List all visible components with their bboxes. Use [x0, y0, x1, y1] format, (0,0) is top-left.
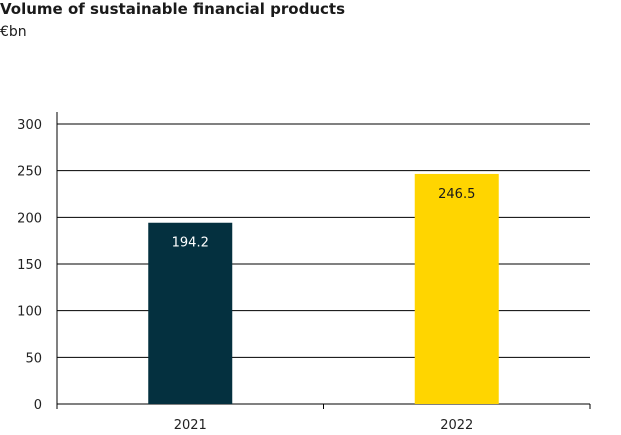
- y-tick-label: 100: [17, 305, 42, 320]
- y-tick-label: 250: [17, 165, 42, 180]
- x-tick-label: 2022: [440, 418, 473, 433]
- y-tick-label: 0: [34, 398, 42, 413]
- bar-2021: [148, 222, 233, 404]
- data-label-2022: 246.5: [438, 187, 475, 202]
- bar-2022: [414, 173, 499, 404]
- y-tick-label: 50: [25, 351, 42, 366]
- y-tick-label: 200: [17, 211, 42, 226]
- chart-title: Volume of sustainable financial products: [0, 0, 345, 18]
- chart-unit-subtitle: €bn: [0, 24, 27, 40]
- y-tick-label: 150: [17, 258, 42, 273]
- x-tick-label: 2021: [174, 418, 207, 433]
- y-tick-label: 300: [17, 118, 42, 133]
- data-label-2021: 194.2: [172, 236, 209, 251]
